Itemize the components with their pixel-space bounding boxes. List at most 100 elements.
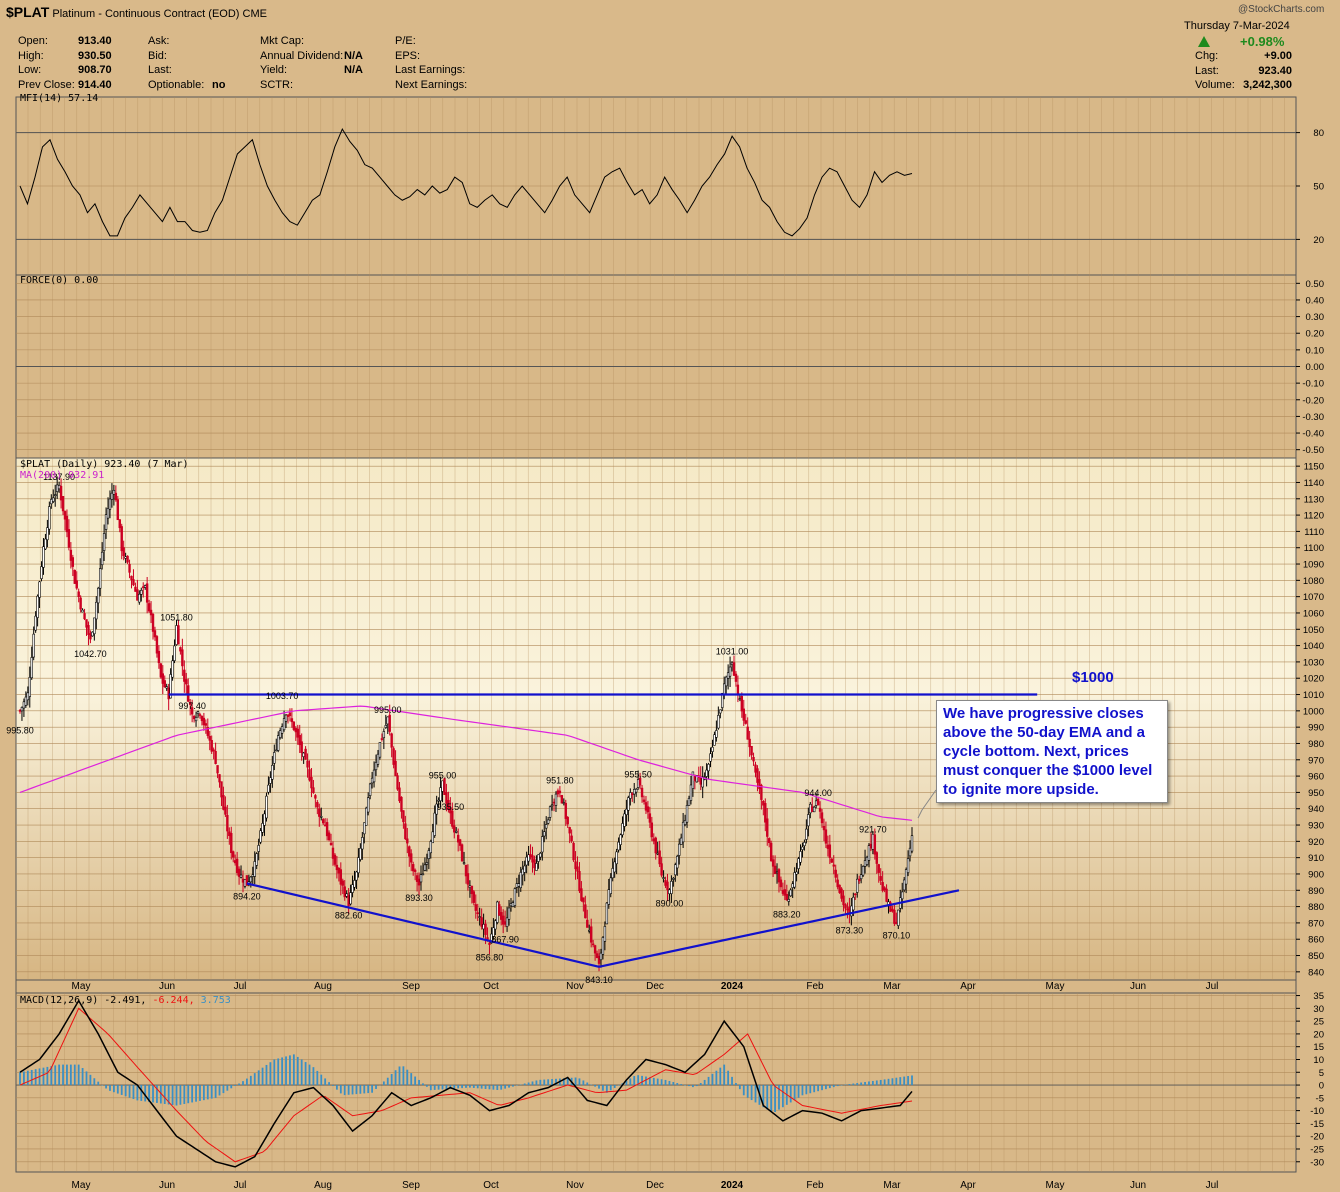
macd-hist-bar bbox=[469, 1085, 471, 1088]
macd-hist-bar bbox=[132, 1085, 135, 1100]
candle-body bbox=[683, 820, 687, 825]
macd-hist-bar bbox=[128, 1085, 131, 1098]
candle-body bbox=[443, 778, 446, 795]
y-tick-label: 1130 bbox=[1304, 494, 1324, 505]
y-tick-label: 920 bbox=[1308, 837, 1324, 848]
candle-body bbox=[210, 740, 213, 752]
candle-body bbox=[171, 660, 174, 678]
candle-body bbox=[57, 485, 61, 490]
candle-body bbox=[779, 879, 783, 888]
candle-body bbox=[464, 864, 468, 877]
candle-body bbox=[627, 797, 630, 811]
candle-body bbox=[834, 869, 837, 878]
macd-hist-bar bbox=[66, 1064, 68, 1086]
candle-body bbox=[220, 781, 223, 798]
candle-body bbox=[811, 806, 814, 812]
x-axis-label-mid: Feb bbox=[806, 981, 824, 992]
candle-body bbox=[601, 937, 605, 955]
macd-hist-bar bbox=[183, 1085, 186, 1104]
candle-body bbox=[713, 734, 716, 746]
price-annotation: 1003.70 bbox=[266, 691, 299, 701]
candle-body bbox=[183, 669, 186, 682]
candle-body bbox=[609, 877, 612, 894]
macd-hist-bar bbox=[394, 1070, 397, 1086]
candle-body bbox=[799, 851, 802, 863]
candle-body bbox=[877, 864, 880, 873]
macd-hist-bar bbox=[277, 1058, 280, 1086]
y-tick-label: 960 bbox=[1308, 772, 1324, 783]
candle-body bbox=[265, 795, 268, 819]
candle-body bbox=[372, 769, 376, 783]
macd-hist-bar bbox=[175, 1085, 178, 1106]
macd-hist-bar bbox=[101, 1085, 104, 1086]
candle-body bbox=[801, 846, 804, 850]
candle-body bbox=[361, 837, 364, 850]
y-tick-label: 950 bbox=[1308, 788, 1324, 799]
candle-body bbox=[781, 890, 785, 894]
macd-hist-bar bbox=[54, 1065, 57, 1086]
candle-body bbox=[50, 499, 53, 505]
candle-body bbox=[566, 817, 569, 825]
candle-body bbox=[374, 762, 378, 771]
macd-hist-bar bbox=[852, 1083, 855, 1086]
candle-body bbox=[230, 832, 233, 854]
field-label: SCTR: bbox=[260, 78, 293, 91]
y-tick-label: 900 bbox=[1308, 869, 1324, 880]
candle-body bbox=[32, 633, 35, 658]
macd-hist-bar bbox=[242, 1081, 244, 1086]
macd-hist-bar bbox=[359, 1085, 362, 1094]
macd-hist-bar bbox=[578, 1078, 581, 1086]
macd-hist-bar bbox=[793, 1085, 796, 1101]
candle-body bbox=[666, 881, 669, 891]
x-axis-label-bottom: Jul bbox=[1206, 1180, 1219, 1191]
date-axis-band bbox=[15, 979, 1297, 994]
candle-body bbox=[22, 701, 26, 709]
candle-body bbox=[65, 515, 69, 533]
macd-hist-bar bbox=[253, 1073, 256, 1086]
macd-hist-bar bbox=[230, 1085, 233, 1089]
candle-body bbox=[586, 919, 589, 928]
candle-body bbox=[384, 725, 387, 728]
macd-hist-bar bbox=[805, 1085, 808, 1095]
price-annotation: 921.70 bbox=[859, 825, 887, 835]
candle-body bbox=[593, 945, 597, 954]
candle-body bbox=[597, 955, 601, 964]
y-tick-label: -10 bbox=[1310, 1106, 1324, 1117]
candle-body bbox=[447, 799, 450, 810]
candle-body bbox=[709, 753, 712, 762]
candle-body bbox=[435, 803, 438, 815]
candle-body bbox=[24, 696, 28, 706]
candle-body bbox=[63, 511, 67, 520]
macd-hist-bar bbox=[637, 1075, 640, 1086]
candle-body bbox=[699, 776, 702, 785]
candle-body bbox=[470, 885, 474, 895]
candle-body bbox=[615, 851, 618, 865]
candle-body bbox=[543, 831, 546, 837]
x-axis-label-bottom: Jun bbox=[1130, 1180, 1146, 1191]
candle-body bbox=[826, 844, 830, 849]
macd-hist-bar bbox=[148, 1085, 151, 1102]
candle-body bbox=[501, 915, 505, 925]
candle-body bbox=[294, 728, 298, 733]
candle-body bbox=[771, 859, 775, 867]
macd-hist-bar bbox=[875, 1080, 878, 1086]
candle-body bbox=[192, 715, 196, 720]
macd-hist-bar bbox=[629, 1078, 632, 1086]
y-tick-label: 840 bbox=[1308, 967, 1324, 978]
candle-body bbox=[738, 698, 742, 700]
candle-body bbox=[118, 519, 121, 529]
x-axis-label-mid: Nov bbox=[566, 981, 584, 992]
price-annotation: 882.60 bbox=[335, 910, 363, 920]
copyright: @StockCharts.com bbox=[1238, 4, 1325, 15]
x-axis-label-bottom: Jun bbox=[159, 1180, 175, 1191]
macd-hist-bar bbox=[422, 1083, 424, 1086]
candle-body bbox=[329, 842, 333, 846]
macd-hist-bar bbox=[719, 1067, 722, 1086]
candle-body bbox=[484, 923, 487, 935]
candle-body bbox=[719, 709, 722, 714]
macd-hist-bar bbox=[214, 1085, 217, 1098]
candle-body bbox=[797, 858, 800, 869]
macd-hist-bar bbox=[512, 1085, 514, 1087]
candle-body bbox=[803, 842, 806, 847]
candle-body bbox=[312, 787, 315, 793]
